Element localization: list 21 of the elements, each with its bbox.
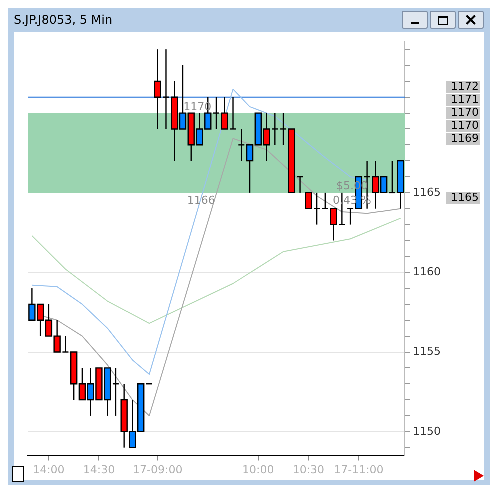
chart-title: S.JP.J8053, 5 Min <box>14 13 114 27</box>
candlestick <box>280 112 288 146</box>
y-tick-label: 1165 <box>413 186 442 199</box>
y-tick-label: 1160 <box>413 265 442 278</box>
text: 1170 <box>451 118 479 132</box>
candlestick <box>238 128 246 162</box>
text: 1170 <box>451 106 479 119</box>
x-tick-label: 17-11:00 <box>334 463 384 476</box>
candlestick <box>230 96 237 130</box>
y-tick-label: 1150 <box>413 424 442 438</box>
x-tick-label: 10:30 <box>292 463 325 476</box>
x-tick-label: 17-09:00 <box>133 463 183 476</box>
y-tick-label: 1155 <box>413 345 442 358</box>
candlestick <box>212 96 220 130</box>
x-tick-label: 14:00 <box>33 463 65 476</box>
x-tick-label: 14:30 <box>83 463 116 476</box>
x-tick-label: 10:00 <box>242 463 274 476</box>
text: 1165 <box>451 190 479 204</box>
text: 1172 <box>451 80 479 93</box>
text: 1169 <box>451 132 479 145</box>
text: 1171 <box>451 92 479 106</box>
